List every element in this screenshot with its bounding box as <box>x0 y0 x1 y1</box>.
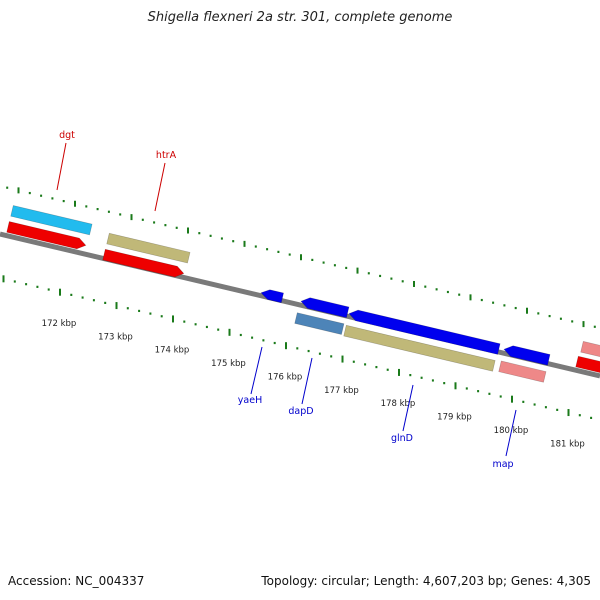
feature-map[interactable] <box>498 360 547 383</box>
tick-track-upper <box>6 186 596 328</box>
gene-label-yaeH[interactable]: yaeH <box>238 395 262 406</box>
kbp-label: 181 kbp <box>550 439 585 449</box>
feature-glnD[interactable] <box>343 324 496 372</box>
gene-callouts: dgt htrA yaeH dapD glnD map <box>56 130 517 470</box>
kbp-label: 175 kbp <box>211 359 246 369</box>
feature-dgt-upper[interactable] <box>10 205 93 236</box>
kbp-scale: 172 kbp 173 kbp 174 kbp 175 kbp 176 kbp 177 k… <box>42 319 585 449</box>
feature-upper-1[interactable] <box>300 296 350 319</box>
callout-line <box>250 346 263 395</box>
feature-yaeH[interactable] <box>260 288 284 304</box>
genome-backbone <box>0 231 600 379</box>
feature-edge-upper[interactable] <box>580 341 600 362</box>
kbp-label: 178 kbp <box>381 399 416 409</box>
feature-htrA[interactable] <box>102 248 185 279</box>
kbp-label: 176 kbp <box>268 372 303 382</box>
feature-upper-3[interactable] <box>503 344 551 366</box>
feature-upper-2[interactable] <box>348 308 501 355</box>
map-title: Shigella flexneri 2a str. 301, complete … <box>147 10 453 25</box>
kbp-label: 177 kbp <box>324 386 359 396</box>
callout-line <box>402 384 414 432</box>
feature-track <box>6 205 600 383</box>
kbp-label: 174 kbp <box>155 346 190 356</box>
feature-dgt[interactable] <box>6 221 87 251</box>
kbp-label: 172 kbp <box>42 319 77 329</box>
feature-htrA-upper[interactable] <box>106 232 191 264</box>
tick-track-lower <box>2 275 593 419</box>
callout-line <box>154 162 166 212</box>
gene-label-map[interactable]: map <box>492 459 513 470</box>
callout-line <box>56 142 67 191</box>
gene-label-htrA[interactable]: htrA <box>156 150 177 161</box>
feature-edge-lower[interactable] <box>575 355 600 377</box>
accession-text: Accession: NC_004337 <box>8 574 145 588</box>
feature-dapD[interactable] <box>294 312 345 335</box>
kbp-label: 173 kbp <box>98 332 133 342</box>
gene-label-dgt[interactable]: dgt <box>59 130 75 141</box>
gene-label-dapD[interactable]: dapD <box>288 406 313 417</box>
callout-line <box>301 357 313 405</box>
topology-text: Topology: circular; Length: 4,607,203 bp… <box>261 574 591 588</box>
callout-line <box>505 409 517 457</box>
gene-label-glnD[interactable]: glnD <box>391 433 413 444</box>
kbp-label: 179 kbp <box>437 413 472 423</box>
